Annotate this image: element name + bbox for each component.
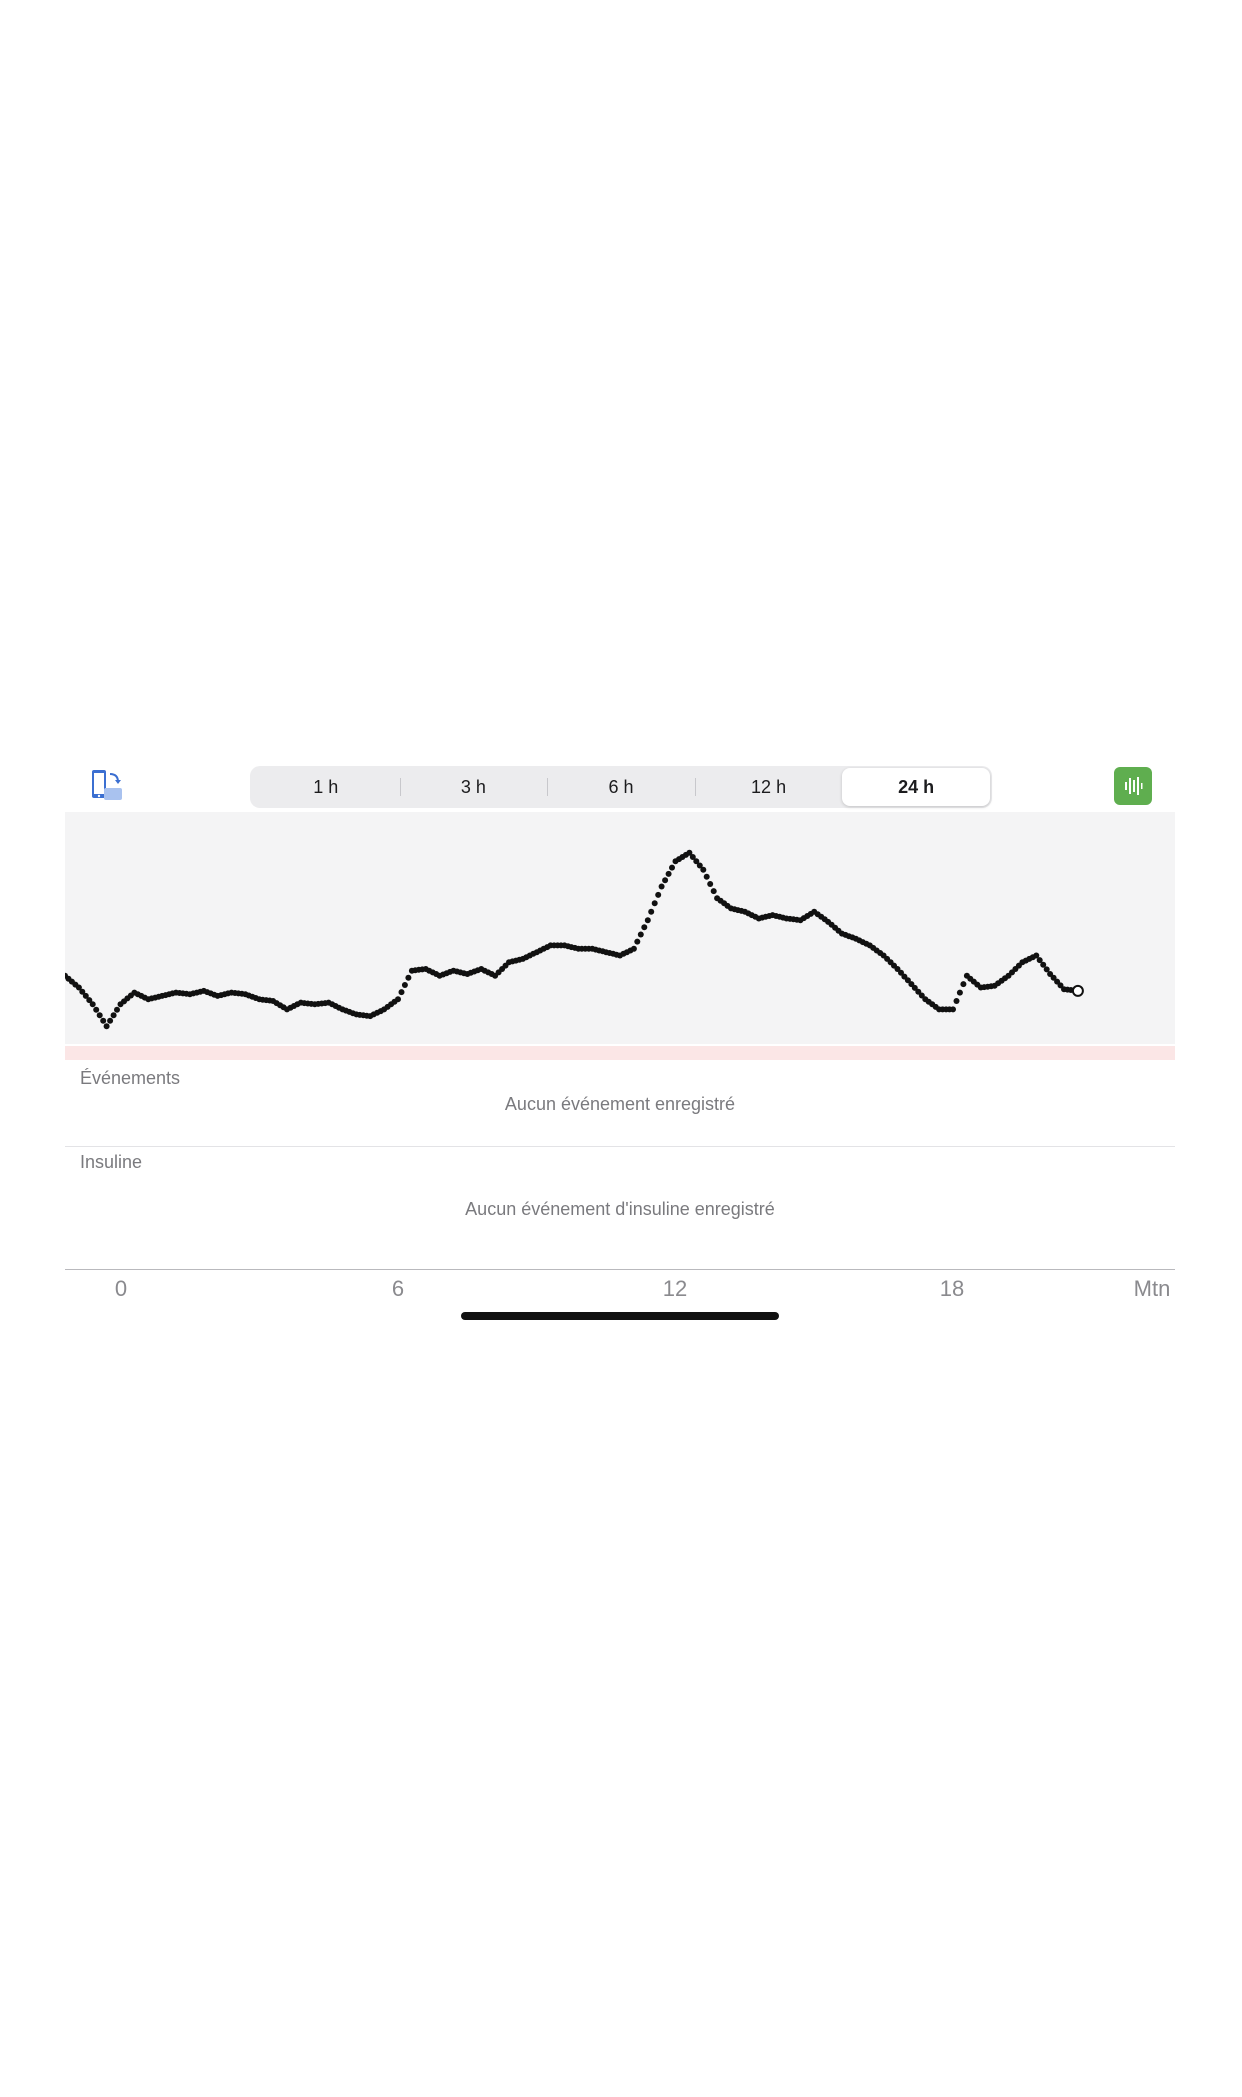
glucose-point: [700, 866, 707, 873]
range-6h[interactable]: 6 h: [547, 768, 695, 806]
glucose-point: [662, 877, 669, 884]
glucose-point: [915, 988, 922, 995]
glucose-point: [96, 1012, 103, 1019]
time-range-selector: 1 h 3 h 6 h 12 h 24 h: [250, 766, 992, 808]
glucose-point: [641, 924, 648, 931]
glucose-point: [894, 966, 901, 972]
glucose-point: [669, 864, 675, 871]
glucose-point: [630, 945, 637, 952]
glucose-point: [107, 1017, 114, 1024]
glucose-point: [950, 1006, 956, 1013]
glucose-point: [703, 873, 710, 880]
glucose-chart[interactable]: [65, 812, 1175, 1044]
glucose-point: [634, 938, 641, 945]
glucose-point: [93, 1006, 100, 1013]
glucose-point: [103, 1023, 110, 1030]
glucose-point: [637, 931, 644, 938]
x-tick-label: 12: [662, 1276, 688, 1301]
events-empty-message: Aucun événement enregistré: [504, 1094, 736, 1114]
range-24h[interactable]: 24 h: [842, 768, 990, 806]
glucose-point: [693, 858, 700, 865]
glucose-point: [953, 998, 960, 1004]
glucose-point: [651, 900, 658, 907]
glucose-point: [100, 1017, 107, 1024]
events-title: Événements: [80, 1068, 181, 1088]
glucose-point: [395, 996, 401, 1003]
glucose-point: [960, 981, 967, 988]
glucose-point: [648, 908, 655, 915]
glucose-point: [1047, 971, 1054, 977]
glucose-point: [918, 992, 925, 999]
range-12h[interactable]: 12 h: [694, 768, 843, 806]
glucose-point: [658, 883, 665, 890]
insulin-empty-message: Aucun événement d'insuline enregistré: [465, 1199, 775, 1219]
glucose-point: [1036, 957, 1043, 964]
glucose-point: [79, 988, 86, 995]
glucose-point: [644, 917, 651, 924]
phone-rotate-icon[interactable]: [88, 768, 128, 804]
glucose-point: [89, 1001, 96, 1008]
glucose-point: [1057, 982, 1064, 989]
glucose-point: [904, 977, 911, 984]
glucose-point: [696, 862, 703, 869]
section-divider: [65, 1146, 1175, 1147]
glucose-point: [655, 891, 662, 898]
x-tick-label: 18: [939, 1276, 965, 1301]
glucose-point: [75, 984, 82, 991]
glucose-point: [707, 881, 714, 887]
glucose-point: [911, 984, 918, 991]
glucose-point: [665, 870, 672, 877]
glucose-point: [1033, 952, 1040, 959]
x-tick-label: Mtn: [1133, 1276, 1171, 1301]
glucose-point: [82, 992, 89, 999]
glucose-point: [398, 989, 405, 996]
glucose-point: [689, 854, 696, 860]
glucose-point: [1043, 966, 1050, 973]
home-indicator[interactable]: [461, 1312, 779, 1320]
range-3h[interactable]: 3 h: [399, 768, 548, 806]
current-glucose-point[interactable]: [1071, 984, 1084, 997]
glucose-point: [405, 974, 412, 981]
glucose-point: [956, 989, 963, 996]
x-tick-label: 6: [391, 1276, 405, 1301]
x-axis-line: [65, 1269, 1175, 1270]
glucose-point: [86, 997, 93, 1004]
glucose-point: [114, 1006, 120, 1013]
waveform-icon[interactable]: [1114, 767, 1152, 805]
glucose-point: [1050, 974, 1057, 981]
glucose-point: [710, 888, 717, 895]
glucose-point: [110, 1012, 117, 1019]
low-range-band: [65, 1046, 1175, 1060]
glucose-chart-svg: [65, 849, 1084, 1030]
glucose-point: [1040, 961, 1047, 968]
insulin-title: Insuline: [80, 1152, 143, 1172]
glucose-point: [401, 982, 408, 988]
x-tick-label: 0: [114, 1276, 128, 1301]
glucose-point: [686, 849, 693, 856]
range-1h[interactable]: 1 h: [313, 776, 339, 797]
